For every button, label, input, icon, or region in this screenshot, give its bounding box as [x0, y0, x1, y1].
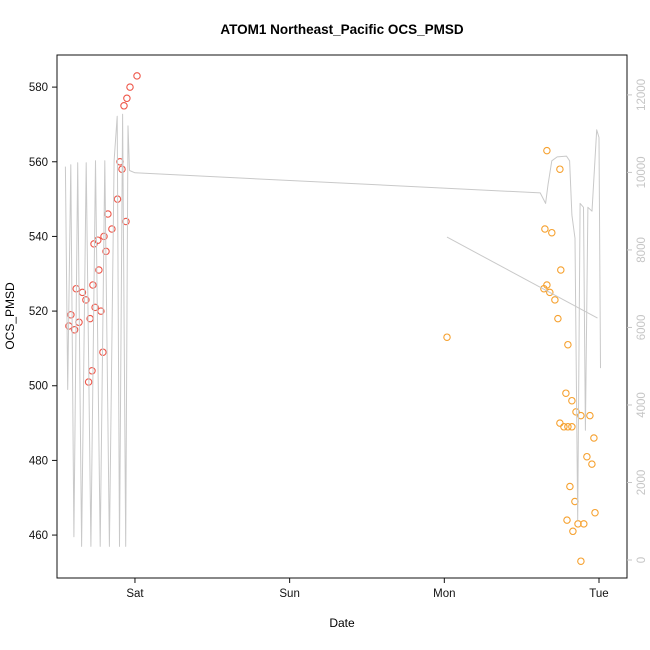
ocs-pmsd-early-points-point: [133, 72, 141, 80]
ocs-pmsd-late-points-point: [572, 408, 580, 416]
reference-trace-main: [64, 113, 601, 547]
y-right-tick-label: 2000: [636, 470, 648, 496]
plot-box: [56, 54, 628, 579]
ocs-pmsd-early-points-point: [67, 311, 75, 319]
ocs-pmsd-early-points-point: [82, 296, 90, 304]
y-left-tick-label: 580: [29, 82, 48, 94]
ocs-pmsd-early-points-point: [88, 367, 96, 375]
ocs-pmsd-late-points-point: [569, 527, 577, 536]
y-left-tick-label: 520: [29, 306, 48, 318]
ocs-pmsd-late-points-point: [583, 452, 591, 461]
ocs-pmsd-late-points-point: [563, 516, 571, 524]
y-left-tick-label: 560: [29, 157, 48, 169]
y-right-tick-label: 6000: [636, 315, 648, 341]
ocs-pmsd-early-points-point: [120, 102, 128, 110]
ocs-pmsd-late-points-point: [560, 423, 568, 431]
ocs-pmsd-late-points-point: [556, 165, 564, 173]
ocs-pmsd-early-points-point: [70, 326, 79, 334]
ocs-pmsd-early-points-point: [123, 94, 131, 103]
x-tick-label: Mon: [433, 588, 455, 600]
ocs-pmsd-early-points-point: [126, 83, 134, 91]
y-left-tick-label: 500: [29, 381, 48, 393]
ocs-pmsd-late-points-point: [443, 333, 451, 341]
ocs-pmsd-late-points-point: [564, 340, 572, 349]
ocs-pmsd-late-points-point: [546, 288, 554, 297]
ocs-pmsd-early-points-point: [104, 210, 112, 218]
y-left-tick-label: 460: [29, 530, 48, 542]
y-left-tick-label: 480: [29, 455, 48, 467]
y-right-tick-label: 8000: [636, 237, 648, 263]
x-tick-label: Sun: [279, 588, 299, 600]
ocs-pmsd-late-points-point: [564, 423, 572, 431]
ocs-pmsd-late-points-point: [591, 508, 599, 517]
ocs-pmsd-late-points-point: [540, 284, 548, 293]
ocs-pmsd-late-points-point: [577, 411, 585, 420]
ocs-pmsd-late-points-point: [588, 460, 596, 468]
ocs-pmsd-late-points-point: [586, 411, 594, 420]
reference-trace-secondary: [446, 236, 598, 319]
ocs-pmsd-early-points-point: [95, 266, 103, 274]
ocs-pmsd-late-points-point: [568, 423, 576, 431]
ocs-pmsd-early-points-point: [94, 236, 102, 244]
y-right-tick-label: 0: [636, 557, 648, 563]
y-right-tick-label: 10000: [636, 156, 648, 188]
ocs-pmsd-late-points-point: [543, 146, 551, 155]
ocs-pmsd-late-points-point: [590, 434, 598, 442]
ocs-pmsd-early-points-point: [89, 281, 97, 289]
x-tick-label: Tue: [589, 588, 608, 600]
ocs-pmsd-early-points-point: [91, 303, 99, 312]
ocs-pmsd-late-points-point: [566, 482, 574, 491]
y-right-tick-label: 12000: [636, 79, 648, 111]
x-axis-label: Date: [329, 616, 355, 630]
y-axis-label: OCS_PMSD: [3, 282, 17, 350]
ocs-pmsd-late-points-point: [551, 296, 559, 304]
ocs-pmsd-late-points-point: [557, 266, 565, 274]
ocs-pmsd-early-points-point: [122, 217, 130, 226]
ocs-pmsd-late-points-point: [574, 520, 582, 528]
ocs-pmsd-late-points-point: [580, 520, 588, 528]
ocs-pmsd-late-points-point: [554, 314, 562, 323]
y-left-tick-label: 540: [29, 231, 48, 243]
ocs-pmsd-late-points-point: [577, 557, 585, 565]
ocs-pmsd-late-points-point: [556, 419, 564, 427]
y-right-tick-label: 4000: [636, 392, 648, 418]
chart-title: ATOM1 Northeast_Pacific OCS_PMSD: [220, 22, 464, 37]
x-tick-label: Sat: [126, 588, 144, 600]
ocs-pmsd-late-points-point: [548, 228, 556, 237]
ocs-pmsd-late-points-point: [541, 225, 549, 233]
ocs-pmsd-late-points-point: [568, 396, 576, 405]
ocs-pmsd-early-points-point: [108, 225, 116, 233]
ocs-pmsd-late-points-point: [562, 389, 570, 397]
